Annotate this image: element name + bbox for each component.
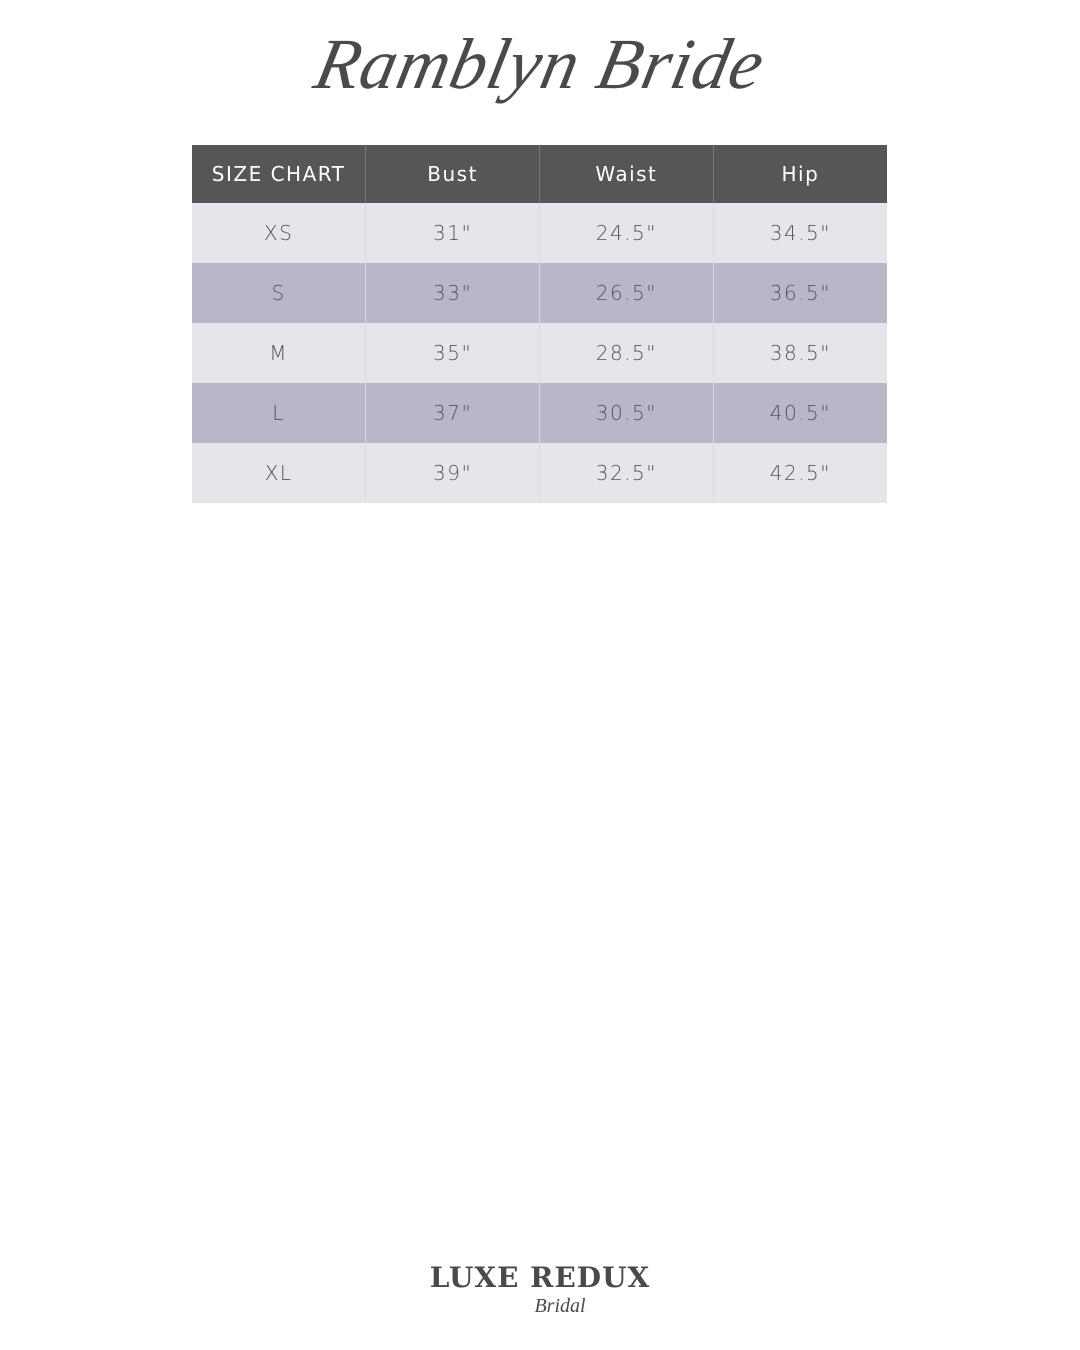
- brand-title: Ramblyn Bride: [308, 24, 772, 104]
- cell-bust: 35": [365, 323, 540, 383]
- cell-waist: 28.5": [539, 323, 714, 383]
- cell-size: M: [192, 323, 367, 383]
- cell-waist: 26.5": [539, 263, 714, 323]
- size-chart-table: SIZE CHART Bust Waist Hip XS 31" 24.5" 34.5…: [192, 145, 887, 503]
- table-row: M 35" 28.5" 38.5": [192, 323, 887, 383]
- table-row: S 33" 26.5" 36.5": [192, 263, 887, 323]
- header-size: SIZE CHART: [192, 145, 367, 203]
- cell-waist: 30.5": [539, 383, 714, 443]
- table-row: L 37" 30.5" 40.5": [192, 383, 887, 443]
- table-header-row: SIZE CHART Bust Waist Hip: [192, 145, 887, 203]
- cell-size: L: [192, 383, 367, 443]
- footer-logo: LUXE REDUX Bridal: [0, 1262, 1080, 1318]
- cell-waist: 24.5": [539, 203, 714, 263]
- cell-bust: 39": [365, 443, 540, 503]
- cell-hip: 36.5": [713, 263, 887, 323]
- cell-bust: 31": [365, 203, 540, 263]
- header-bust: Bust: [365, 145, 540, 203]
- cell-bust: 33": [365, 263, 540, 323]
- cell-size: XS: [192, 203, 367, 263]
- cell-hip: 34.5": [713, 203, 887, 263]
- header-waist: Waist: [539, 145, 714, 203]
- cell-hip: 38.5": [713, 323, 887, 383]
- header-hip: Hip: [713, 145, 887, 203]
- cell-bust: 37": [365, 383, 540, 443]
- cell-hip: 40.5": [713, 383, 887, 443]
- logo-sub: Bridal: [534, 1295, 586, 1317]
- table-row: XL 39" 32.5" 42.5": [192, 443, 887, 503]
- cell-size: XL: [192, 443, 367, 503]
- cell-size: S: [192, 263, 367, 323]
- table-row: XS 31" 24.5" 34.5": [192, 203, 887, 263]
- cell-waist: 32.5": [539, 443, 714, 503]
- cell-hip: 42.5": [713, 443, 887, 503]
- logo-main: LUXE REDUX: [429, 1261, 651, 1294]
